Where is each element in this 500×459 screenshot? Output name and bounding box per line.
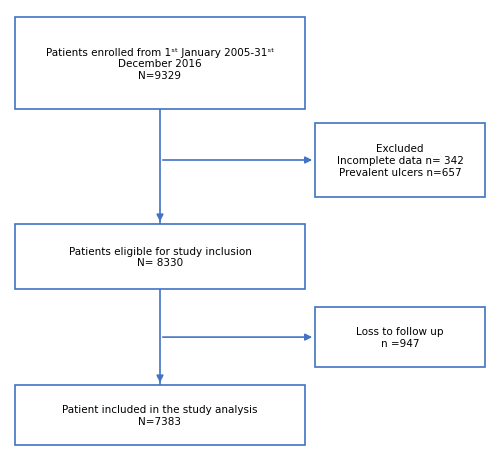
Text: Patient included in the study analysis
N=7383: Patient included in the study analysis N… (62, 405, 258, 426)
Text: Patients enrolled from 1ˢᵗ January 2005-31ˢᵗ
December 2016
N=9329: Patients enrolled from 1ˢᵗ January 2005-… (46, 48, 274, 81)
FancyBboxPatch shape (15, 225, 305, 289)
Text: Patients eligible for study inclusion
N= 8330: Patients eligible for study inclusion N=… (68, 246, 252, 268)
FancyBboxPatch shape (15, 18, 305, 110)
FancyBboxPatch shape (15, 386, 305, 445)
FancyBboxPatch shape (315, 124, 485, 197)
Text: Loss to follow up
n =947: Loss to follow up n =947 (356, 327, 444, 348)
Text: Excluded
Incomplete data n= 342
Prevalent ulcers n=657: Excluded Incomplete data n= 342 Prevalen… (336, 144, 464, 177)
FancyBboxPatch shape (315, 308, 485, 367)
